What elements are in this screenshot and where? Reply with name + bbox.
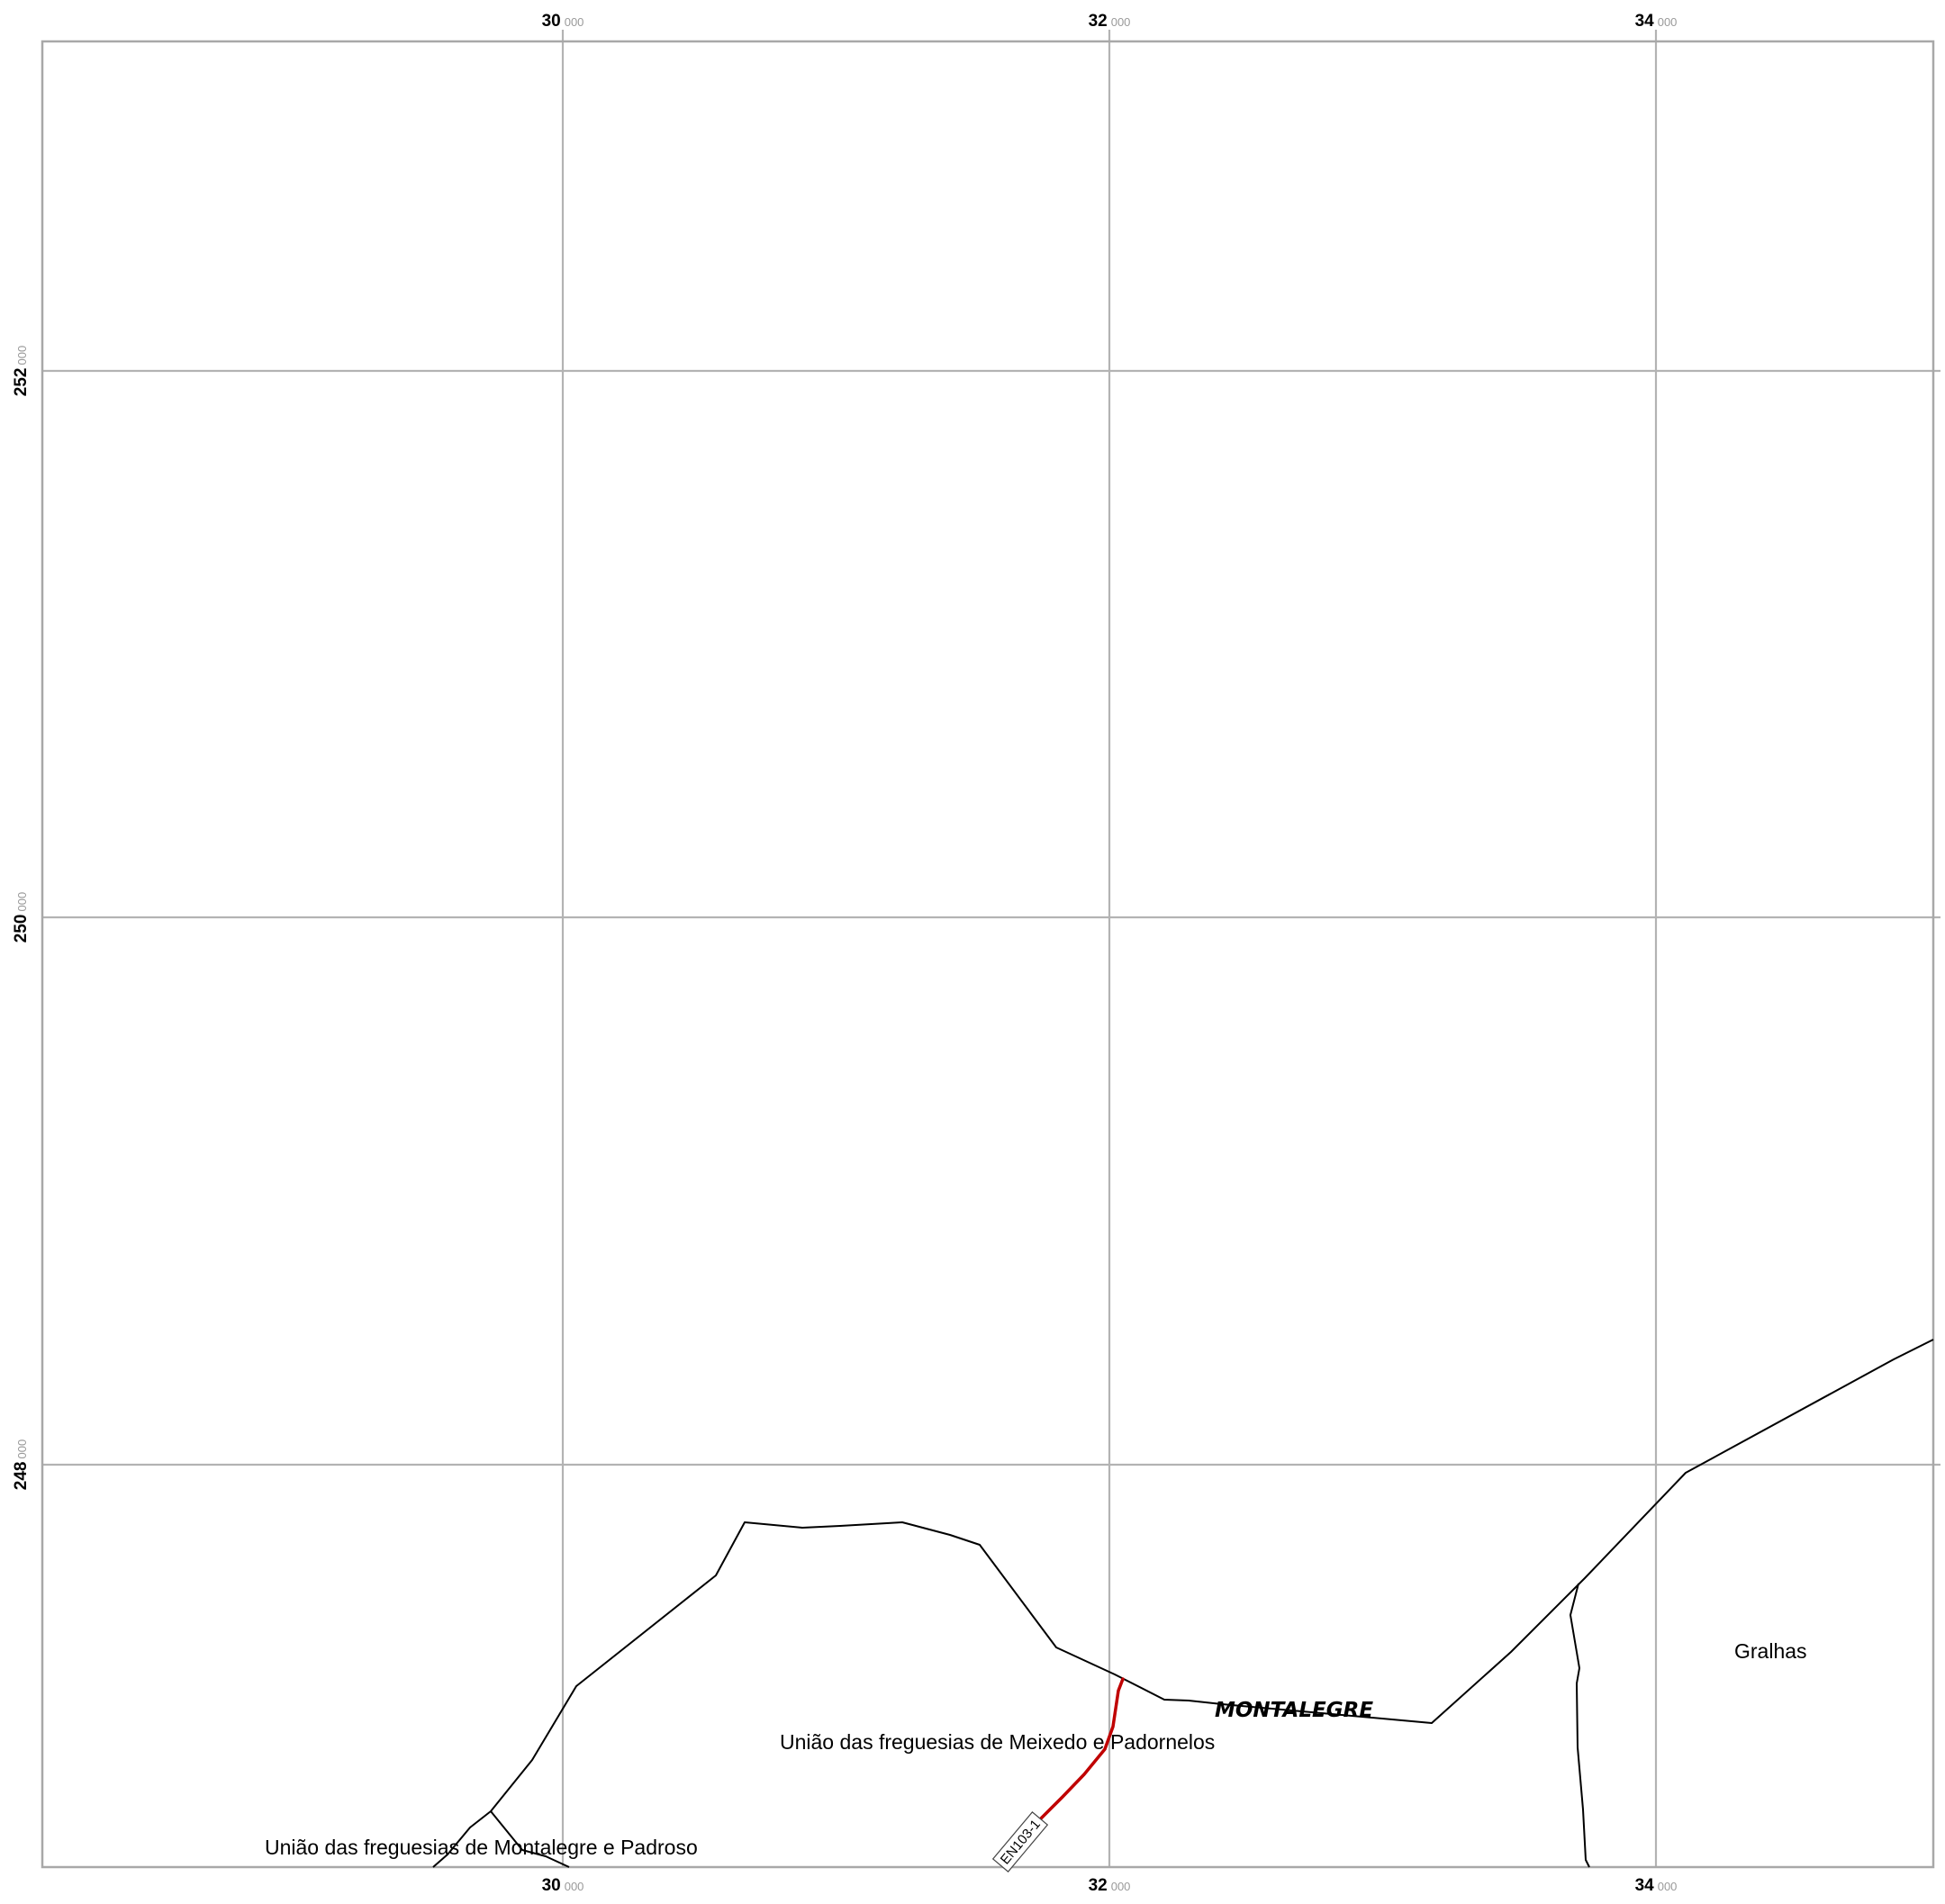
boundary-line-main: [432, 1339, 1934, 1868]
top-x-coordinate-labels: 30 000 32 000 34 000: [542, 12, 1678, 31]
road-en103-1[interactable]: [1038, 1677, 1125, 1821]
area-label-montalegre-padroso: União das freguesias de Montalegre e Pad…: [265, 1836, 698, 1859]
area-label-meixedo-padornelos: União das freguesias de Meixedo e Padorn…: [780, 1730, 1215, 1754]
x-coordinate-label-32000: 32 000: [1089, 12, 1131, 31]
y-coordinate-label-250000: 250000: [12, 892, 31, 943]
bottom-x-coordinate-labels: 30 000 32 000 34 000: [542, 1876, 1678, 1895]
grid-lines: [42, 30, 1940, 1867]
area-label-gralhas: Gralhas: [1734, 1639, 1807, 1663]
x-coordinate-label-30000: 30 000: [542, 12, 584, 31]
x-coordinate-label-30000-bottom: 30 000: [542, 1876, 584, 1895]
boundary-line-east: [1570, 1583, 1590, 1868]
x-coordinate-label-34000: 34 000: [1635, 12, 1678, 31]
place-label-montalegre: MONTALEGRE: [1215, 1699, 1373, 1722]
left-y-coordinate-labels: 252000 250000 248000: [12, 346, 31, 1490]
y-coordinate-label-248000: 248000: [12, 1439, 31, 1490]
y-coordinate-label-252000: 252000: [12, 346, 31, 396]
boundary-line-south-west: [490, 1810, 570, 1868]
x-coordinate-label-32000-bottom: 32 000: [1089, 1876, 1131, 1895]
parish-boundaries: [432, 1339, 1934, 1868]
x-coordinate-label-34000-bottom: 34 000: [1635, 1876, 1678, 1895]
road-shield-box: [991, 1811, 1049, 1872]
map-frame: [41, 40, 1935, 1869]
